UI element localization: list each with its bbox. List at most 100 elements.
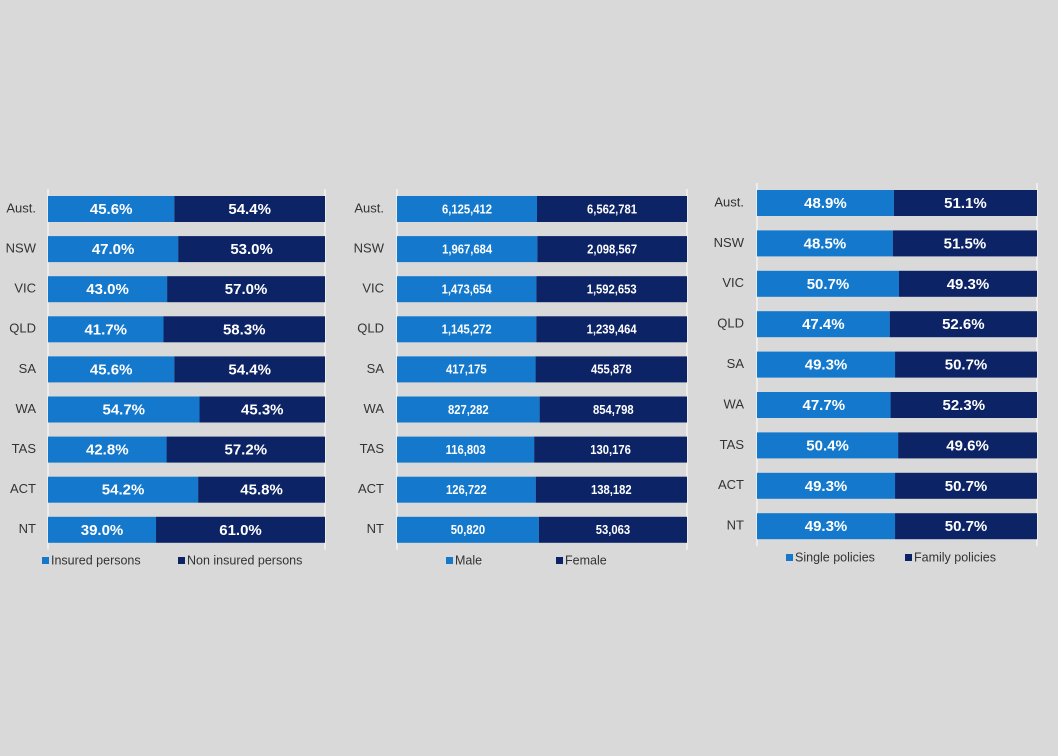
category-label: NT xyxy=(727,518,744,533)
value-label: 42.8% xyxy=(86,442,129,459)
value-label: 138,182 xyxy=(591,482,632,497)
value-label: 49.3% xyxy=(805,518,848,535)
legend-swatch xyxy=(786,554,793,561)
bar-segment xyxy=(757,472,896,499)
value-label: 54.7% xyxy=(102,401,145,418)
value-label: 52.3% xyxy=(943,397,986,414)
value-label: 1,473,654 xyxy=(442,282,492,297)
category-label: Aust. xyxy=(6,200,36,215)
value-label: 417,175 xyxy=(446,362,487,377)
value-label: 1,592,653 xyxy=(587,282,637,297)
bar-segment xyxy=(534,436,687,463)
bar-segment xyxy=(893,190,1037,216)
bar-segment xyxy=(537,196,687,222)
category-label: NSW xyxy=(354,241,385,256)
category-label: ACT xyxy=(358,481,384,496)
value-label: 50.7% xyxy=(945,518,988,535)
value-label: 854,798 xyxy=(593,402,634,417)
bar-segment xyxy=(536,276,687,303)
bar-segment xyxy=(757,392,891,418)
value-label: 47.0% xyxy=(92,241,135,258)
category-label: VIC xyxy=(362,281,384,296)
bar-segment xyxy=(535,356,687,383)
legend-label: Single policies xyxy=(795,550,875,564)
value-label: 51.1% xyxy=(944,195,987,212)
bar-segment xyxy=(895,472,1037,499)
category-label: TAS xyxy=(720,437,745,452)
value-label: 52.6% xyxy=(942,316,985,333)
bar-segment xyxy=(48,516,157,543)
category-label: WA xyxy=(724,396,745,411)
value-label: 48.9% xyxy=(804,195,847,212)
legend-swatch xyxy=(446,557,453,564)
category-label: WA xyxy=(364,401,385,416)
legend-swatch xyxy=(556,557,563,564)
legend-swatch xyxy=(42,557,49,564)
bar-segment xyxy=(757,432,899,459)
bar-segment xyxy=(198,476,325,503)
bar-segment xyxy=(536,316,687,343)
bar-segment xyxy=(174,356,325,383)
value-label: 6,125,412 xyxy=(442,202,492,217)
value-label: 54.4% xyxy=(228,361,271,378)
value-label: 58.3% xyxy=(223,321,266,338)
value-label: 50.7% xyxy=(945,478,988,495)
bar-segment xyxy=(890,392,1037,418)
bar-segment xyxy=(48,196,175,222)
bar-segment xyxy=(48,436,167,463)
value-label: 116,803 xyxy=(446,442,486,457)
bar-segment xyxy=(178,236,325,263)
value-label: 126,722 xyxy=(446,482,487,497)
bar-segment xyxy=(397,476,536,503)
value-label: 49.3% xyxy=(947,276,990,293)
value-label: 61.0% xyxy=(219,522,262,539)
category-label: NT xyxy=(367,521,384,536)
value-label: 45.6% xyxy=(90,201,133,218)
bar-segment xyxy=(397,276,537,303)
value-label: 54.4% xyxy=(228,201,271,218)
category-label: Aust. xyxy=(354,200,384,215)
value-label: 50.7% xyxy=(807,276,850,293)
legend-label: Female xyxy=(565,553,607,567)
category-label: QLD xyxy=(717,316,744,331)
value-label: 1,239,464 xyxy=(587,322,637,337)
legend-label: Non insured persons xyxy=(187,553,302,567)
category-label: VIC xyxy=(722,275,744,290)
category-label: ACT xyxy=(718,477,744,492)
bar-segment xyxy=(397,396,540,423)
category-label: QLD xyxy=(9,321,36,336)
bar-segment xyxy=(397,516,539,543)
bar-segment xyxy=(757,190,894,216)
bar-segment xyxy=(898,432,1037,459)
bar-segment xyxy=(757,311,890,338)
value-label: 45.8% xyxy=(240,482,283,499)
value-label: 49.3% xyxy=(805,357,848,374)
bar-segment xyxy=(895,351,1037,378)
bar-segment xyxy=(757,351,896,378)
category-label: NSW xyxy=(714,235,745,250)
bar-segment xyxy=(898,270,1037,297)
bar-segment xyxy=(48,236,179,263)
category-label: SA xyxy=(727,356,745,371)
bar-segment xyxy=(889,311,1037,338)
value-label: 49.3% xyxy=(805,478,848,495)
bar-segment xyxy=(892,230,1037,257)
category-label: TAS xyxy=(12,441,37,456)
category-label: Aust. xyxy=(714,194,744,209)
value-label: 50.7% xyxy=(945,357,988,374)
value-label: 41.7% xyxy=(84,321,127,338)
bar-segment xyxy=(757,513,896,540)
category-label: SA xyxy=(367,361,385,376)
legend-label: Family policies xyxy=(914,550,996,564)
legend-label: Male xyxy=(455,553,482,567)
bar-segment xyxy=(48,356,175,383)
value-label: 57.0% xyxy=(225,281,268,298)
category-label: VIC xyxy=(14,281,36,296)
value-label: 47.4% xyxy=(802,316,845,333)
value-label: 49.6% xyxy=(946,437,989,454)
value-label: 45.6% xyxy=(90,361,133,378)
category-label: NT xyxy=(19,521,36,536)
value-label: 2,098,567 xyxy=(587,242,637,257)
category-label: NSW xyxy=(6,241,37,256)
